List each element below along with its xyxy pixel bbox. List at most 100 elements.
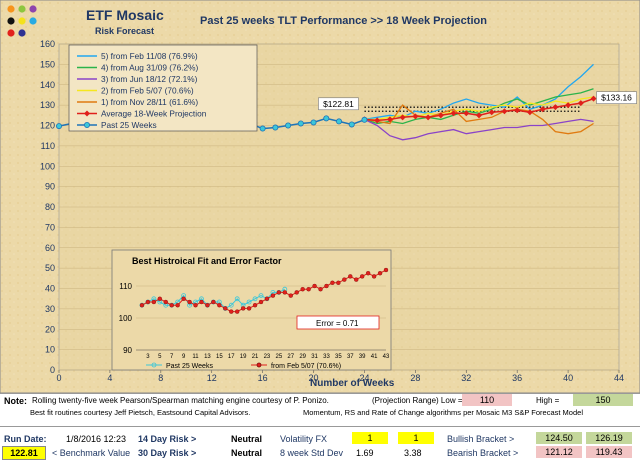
inset-fit-point: [264, 296, 270, 301]
inset-fit-point: [383, 267, 389, 273]
legend-swatch-marker: [84, 110, 90, 117]
risk14-label: 14 Day Risk >: [138, 434, 197, 444]
inset-fit-point: [282, 290, 288, 295]
inset-legend-marker: [151, 362, 157, 368]
price-callout-box: [318, 97, 359, 111]
avg-point: [463, 110, 470, 117]
inset-fit-point: [169, 303, 174, 308]
y-tick-label: 30: [45, 304, 55, 314]
price-callout-label: $133.16: [601, 93, 632, 103]
inset-fit-point: [252, 303, 258, 308]
logo-dot-green: [18, 5, 26, 13]
inset-fit-point: [229, 309, 234, 314]
x-tick-label: 12: [207, 373, 217, 383]
brand-title: ETF Mosaic: [86, 7, 164, 23]
volatility-value-b: 1: [398, 432, 434, 444]
x-tick-label: 44: [614, 373, 624, 383]
inset-fit-point: [163, 299, 168, 305]
avg-point: [526, 109, 533, 116]
avg-point: [539, 106, 546, 113]
y-tick-label: 110: [41, 141, 55, 151]
avg-point: [565, 102, 572, 109]
logo-dot-red: [7, 29, 15, 37]
inset-x-tick-label: 13: [204, 354, 211, 360]
std-value-b: 3.38: [404, 448, 422, 458]
avg-point: [437, 112, 444, 119]
inset-legend-marker: [256, 362, 262, 368]
inset-fit-point: [330, 280, 335, 285]
main-annotations: $122.81 $133.16: [318, 91, 637, 111]
inset-y-tick-label: 110: [119, 282, 132, 291]
avg-point: [476, 112, 482, 119]
std-value-a: 1.69: [356, 448, 374, 458]
avg-point: [501, 108, 508, 115]
high-value: 150: [573, 394, 633, 406]
y-tick-label: 150: [40, 59, 55, 69]
legend-label: 1) from Nov 28/11 (61.6%): [101, 97, 198, 107]
series-line-3: [364, 118, 594, 141]
benchmark-value: 122.81: [2, 446, 46, 460]
logo-dot-cyan: [29, 17, 37, 25]
y-tick-label: 0: [50, 365, 55, 375]
y-tick-label: 10: [45, 345, 55, 355]
inset-fit-point: [246, 306, 252, 311]
legend-swatch-marker: [84, 122, 91, 129]
inset-x-tick-label: 23: [264, 354, 271, 360]
inset-past-point: [246, 299, 252, 305]
logo-dot-blue: [18, 29, 26, 37]
y-tick-label: 70: [45, 222, 55, 232]
inset-y-tick-label: 100: [119, 314, 133, 323]
run-date-value: 1/8/2016 12:23: [66, 434, 127, 444]
inset-past-point: [252, 296, 258, 302]
avg-point: [577, 100, 584, 107]
run-date-label: Run Date:: [4, 434, 47, 444]
inset-fit-point: [365, 271, 371, 276]
inset-past-point: [234, 296, 240, 302]
volatility-value-a: 1: [352, 432, 388, 444]
inset-series: [139, 267, 389, 314]
inset-fit-point: [371, 274, 377, 279]
credit-text: Best fit routines courtesy Jeff Pietsch,…: [30, 408, 251, 417]
legend-box: [68, 44, 258, 132]
inset-fit-point: [294, 290, 299, 295]
chart-title: Past 25 weeks TLT Performance >> 18 Week…: [200, 15, 487, 27]
inset-fit-point: [145, 299, 151, 305]
benchmark-label: < Benchmark Value: [52, 448, 131, 458]
y-tick-label: 60: [45, 243, 55, 253]
brand-subtitle: Risk Forecast: [95, 26, 154, 36]
inset-fit-point: [139, 303, 145, 308]
inset-fit-point: [377, 271, 383, 276]
inset-past-point: [258, 293, 264, 299]
y-tick-label: 120: [40, 121, 55, 131]
inset-x-tick-label: 41: [371, 354, 378, 360]
inset-x-tick-label: 5: [158, 354, 162, 360]
legend-label: 4) from Aug 31/09 (76.2%): [101, 63, 199, 73]
inset-fit-point: [359, 274, 365, 279]
avg-point: [590, 95, 597, 102]
avg-point: [514, 107, 521, 114]
inset-chart: Best Histroical Fit and Error Factor 90 1…: [111, 249, 392, 371]
price-callout-box: [596, 91, 637, 104]
inset-fit-point: [324, 283, 329, 289]
low-value: 110: [462, 394, 512, 406]
avg-point: [386, 116, 393, 123]
main-legend: 5) from Feb 11/08 (76.9%) 4) from Aug 31/…: [68, 44, 258, 132]
inset-fit-point: [318, 287, 323, 292]
inset-fit-point: [342, 277, 347, 282]
logo-dot-yellow: [18, 17, 26, 25]
note-label: Note:: [4, 396, 27, 406]
y-tick-label: 50: [45, 263, 55, 273]
avg-point: [412, 113, 419, 120]
past-point: [361, 116, 368, 123]
chart-canvas: ETF Mosaic Risk Forecast Past 25 weeks T…: [0, 0, 640, 393]
x-tick-label: 8: [158, 373, 163, 383]
x-tick-label: 36: [512, 373, 522, 383]
past-point: [272, 124, 279, 131]
past-point: [335, 118, 342, 125]
inset-x-tick-label: 31: [311, 354, 318, 360]
credit-text-2: Momentum, RS and Rate of Change algorith…: [303, 408, 583, 417]
inset-fit-point: [312, 283, 317, 289]
std-label: 8 week Std Dev: [280, 448, 344, 458]
past-point: [56, 123, 63, 130]
avg-point: [552, 104, 559, 111]
